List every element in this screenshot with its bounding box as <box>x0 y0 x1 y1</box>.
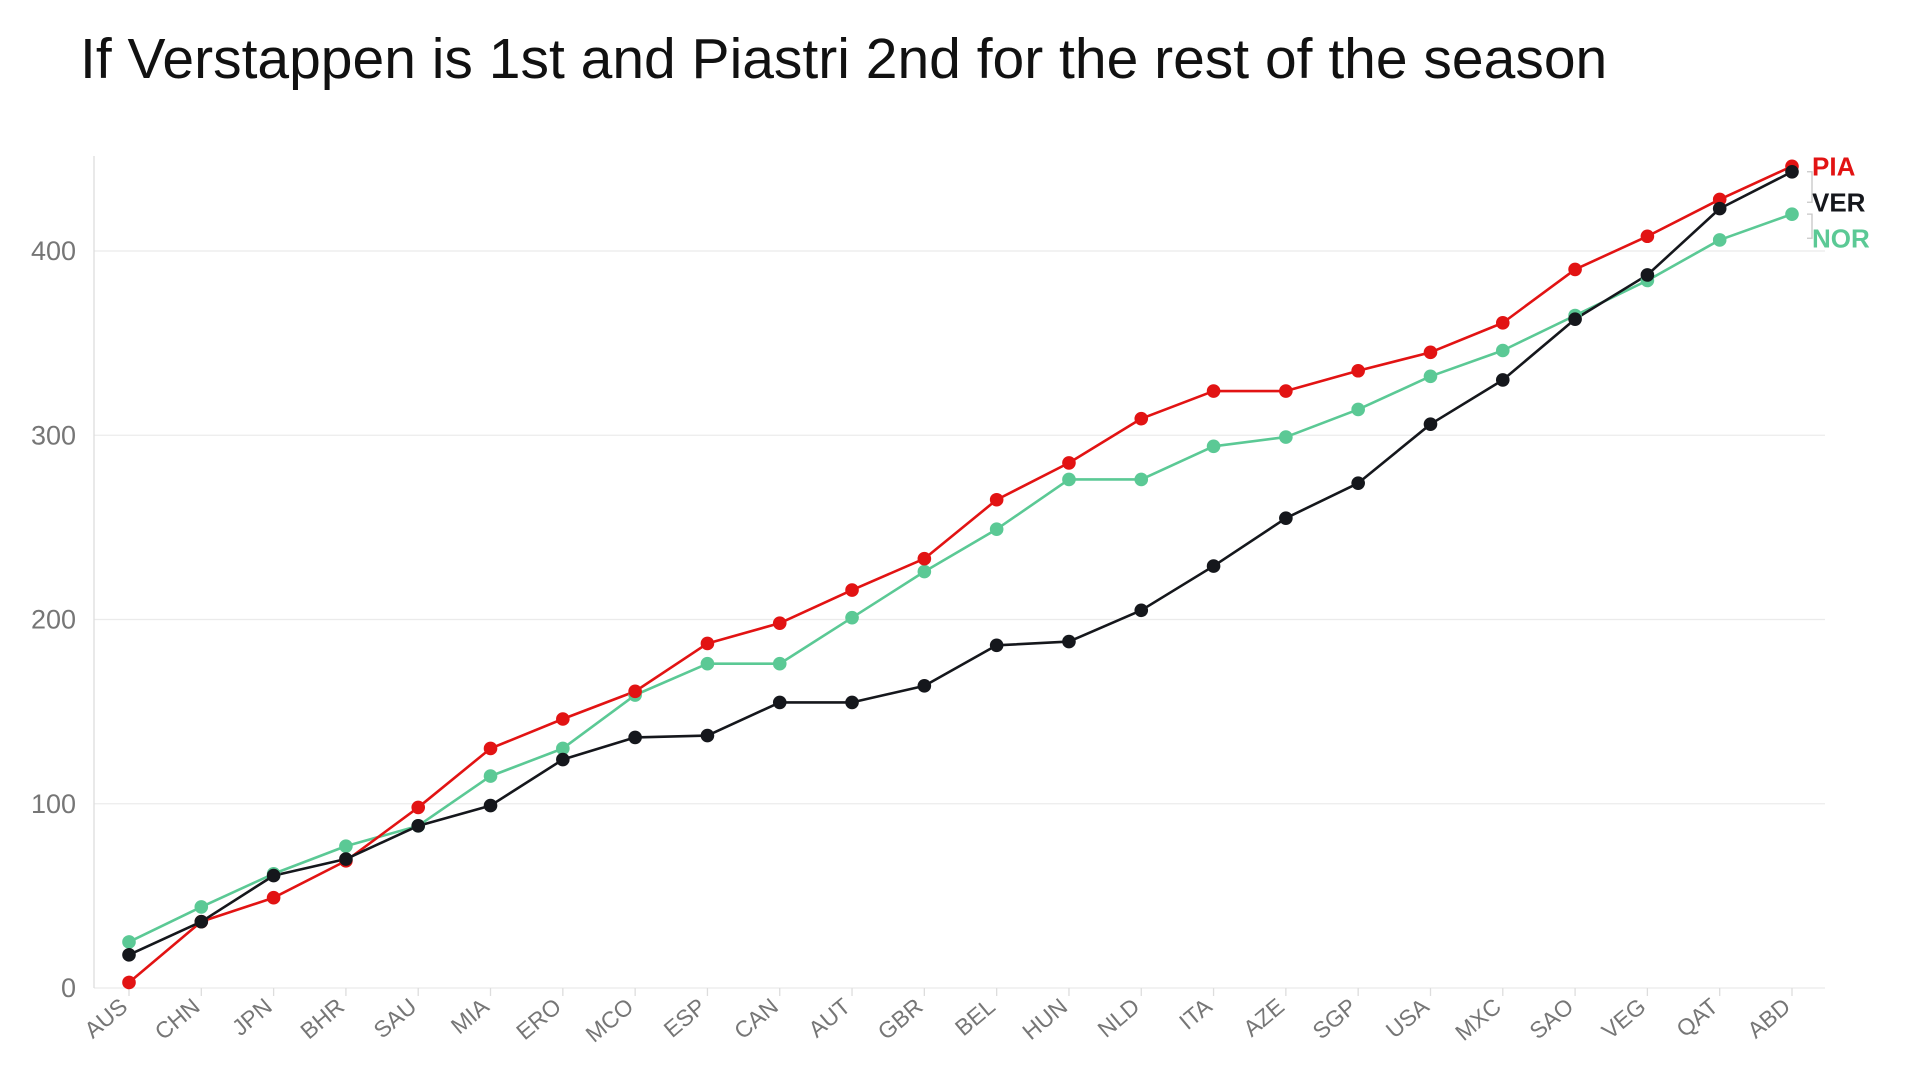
svg-text:SAU: SAU <box>368 993 421 1043</box>
svg-text:AUT: AUT <box>803 993 855 1042</box>
svg-text:400: 400 <box>31 236 76 266</box>
svg-text:BEL: BEL <box>950 993 1000 1041</box>
svg-text:ESP: ESP <box>659 993 711 1043</box>
svg-text:300: 300 <box>31 420 76 450</box>
svg-text:SGP: SGP <box>1307 993 1361 1044</box>
svg-text:PIA: PIA <box>1812 151 1856 181</box>
svg-text:GBR: GBR <box>873 993 928 1045</box>
svg-text:100: 100 <box>31 789 76 819</box>
svg-text:0: 0 <box>61 973 76 1003</box>
svg-text:NOR: NOR <box>1812 223 1870 253</box>
svg-text:ERO: ERO <box>511 993 566 1045</box>
svg-text:CAN: CAN <box>729 993 783 1044</box>
svg-text:USA: USA <box>1381 992 1434 1043</box>
svg-text:MXC: MXC <box>1450 993 1506 1046</box>
svg-text:HUN: HUN <box>1017 993 1072 1045</box>
svg-text:CHN: CHN <box>150 993 205 1045</box>
svg-text:NLD: NLD <box>1093 993 1145 1042</box>
svg-text:VER: VER <box>1812 187 1866 217</box>
svg-text:MIA: MIA <box>446 992 495 1039</box>
svg-text:ABD: ABD <box>1742 993 1795 1043</box>
svg-text:VEG: VEG <box>1597 993 1651 1044</box>
svg-text:200: 200 <box>31 605 76 635</box>
svg-text:ITA: ITA <box>1174 992 1217 1034</box>
svg-text:QAT: QAT <box>1671 993 1723 1042</box>
svg-text:AZE: AZE <box>1238 993 1289 1042</box>
svg-text:MCO: MCO <box>581 993 639 1047</box>
svg-text:SAO: SAO <box>1524 993 1578 1044</box>
svg-text:BHR: BHR <box>295 993 349 1044</box>
svg-text:AUS: AUS <box>79 993 132 1043</box>
svg-text:JPN: JPN <box>227 993 277 1041</box>
